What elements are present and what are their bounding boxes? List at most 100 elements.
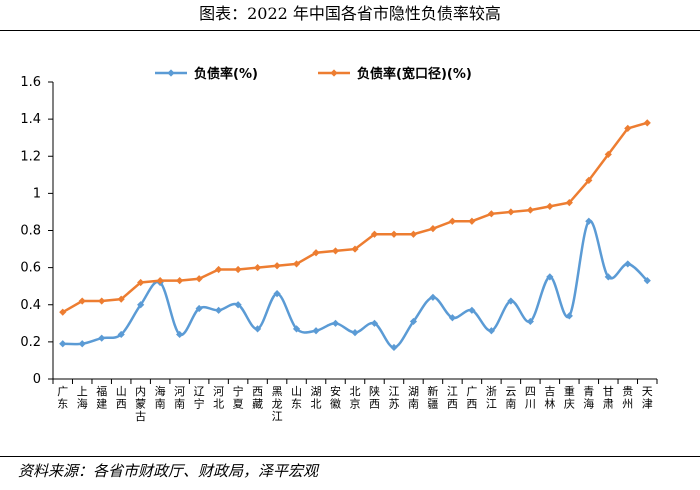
y-tick-label: 0.2 bbox=[20, 335, 41, 350]
x-tick-label: 吉林 bbox=[544, 385, 555, 411]
data-point bbox=[117, 330, 125, 339]
data-point bbox=[117, 295, 125, 303]
data-point bbox=[59, 308, 67, 316]
data-point bbox=[468, 217, 476, 225]
data-point bbox=[312, 249, 320, 257]
x-tick-label: 海南 bbox=[155, 384, 166, 411]
legend-item-2: 负债率(宽口径)(%) bbox=[318, 66, 472, 82]
data-point bbox=[546, 273, 554, 281]
series-line bbox=[62, 219, 649, 349]
y-tick-label: 1.2 bbox=[20, 149, 41, 164]
data-point bbox=[487, 327, 495, 335]
y-tick-label: 0 bbox=[33, 372, 41, 387]
data-point bbox=[526, 206, 534, 214]
x-tick-label: 西藏 bbox=[252, 385, 263, 411]
x-tick-label: 陕西 bbox=[369, 384, 380, 411]
x-tick-label: 山东 bbox=[291, 385, 302, 411]
data-point bbox=[604, 150, 612, 158]
line-chart: 负债率(%) 负债率(宽口径)(%) 0 0.2 0.4 0.6 0.8 1 1.2 1.4 1.… bbox=[20, 66, 658, 423]
x-tick-label: 浙江 bbox=[486, 385, 497, 411]
data-point bbox=[526, 317, 534, 326]
legend-label: 负债率(宽口径)(%) bbox=[357, 66, 472, 82]
chart-title: 图表：2022 年中国各省市隐性负债率较高 bbox=[199, 4, 501, 23]
y-tick-label: 1.6 bbox=[20, 75, 41, 90]
data-point bbox=[448, 217, 457, 225]
data-point bbox=[390, 343, 398, 352]
data-point bbox=[215, 306, 223, 314]
source-note: 资料来源：各省市财政厅、财政局，泽平宏观 bbox=[18, 462, 319, 480]
data-point bbox=[273, 290, 281, 298]
data-point bbox=[604, 273, 612, 281]
data-point bbox=[546, 202, 554, 210]
series-1 bbox=[59, 217, 651, 352]
data-point bbox=[624, 260, 632, 268]
data-point bbox=[331, 247, 340, 255]
data-point bbox=[565, 312, 573, 320]
x-tick-label: 湖南 bbox=[408, 385, 419, 411]
data-point bbox=[390, 230, 398, 238]
data-point bbox=[137, 301, 145, 309]
data-point bbox=[429, 293, 437, 301]
y-tick-label: 1 bbox=[33, 186, 41, 201]
data-point bbox=[195, 304, 203, 313]
data-point bbox=[507, 297, 515, 305]
x-tick-label: 云南 bbox=[505, 385, 516, 411]
data-point bbox=[448, 314, 457, 322]
x-tick-label: 甘肃 bbox=[603, 385, 614, 411]
legend-swatch-marker bbox=[330, 69, 338, 77]
data-point bbox=[253, 264, 262, 272]
data-point bbox=[370, 230, 379, 238]
data-point bbox=[195, 275, 203, 283]
data-point bbox=[176, 330, 184, 339]
x-tick-label: 内蒙古 bbox=[135, 384, 146, 423]
data-point bbox=[370, 319, 379, 327]
y-tick-label: 0.4 bbox=[20, 298, 41, 313]
bottom-rule bbox=[0, 456, 700, 457]
y-tick-label: 0.6 bbox=[20, 261, 41, 276]
x-tick-label: 辽宁 bbox=[194, 385, 205, 411]
series-layer bbox=[59, 119, 651, 352]
data-point bbox=[234, 301, 242, 309]
data-point bbox=[98, 334, 106, 342]
x-tick-label: 上海 bbox=[77, 385, 88, 411]
x-tick-label: 江苏 bbox=[388, 385, 399, 411]
data-point bbox=[468, 306, 476, 314]
x-tick-label: 贵州 bbox=[622, 385, 633, 411]
data-point bbox=[565, 199, 573, 207]
x-tick-label: 天津 bbox=[642, 385, 653, 411]
data-point bbox=[487, 210, 495, 218]
data-point bbox=[312, 327, 320, 335]
data-point bbox=[98, 297, 106, 305]
x-tick-label: 重庆 bbox=[564, 384, 575, 411]
data-point bbox=[59, 340, 67, 348]
data-point bbox=[253, 325, 262, 333]
data-point bbox=[585, 176, 593, 184]
data-point bbox=[624, 124, 632, 133]
data-point bbox=[585, 217, 593, 225]
data-point bbox=[331, 319, 340, 327]
data-point bbox=[409, 230, 418, 238]
legend: 负债率(%) 负债率(宽口径)(%) bbox=[155, 66, 472, 82]
x-tick-label: 河北 bbox=[213, 385, 224, 411]
data-point bbox=[78, 297, 86, 305]
y-tick-label: 1.4 bbox=[20, 112, 41, 127]
top-rule bbox=[0, 30, 700, 31]
x-tick-label: 安徽 bbox=[330, 384, 341, 411]
x-tick-label: 山西 bbox=[116, 385, 127, 411]
data-point bbox=[429, 225, 437, 233]
x-tick-label: 河南 bbox=[174, 385, 185, 411]
data-point bbox=[351, 328, 359, 337]
x-tick-label: 青海 bbox=[583, 385, 594, 411]
series-line bbox=[62, 121, 648, 314]
data-point bbox=[351, 245, 359, 253]
data-point bbox=[176, 277, 184, 285]
x-tick-label: 广西 bbox=[466, 385, 477, 411]
legend-swatch-marker bbox=[167, 69, 175, 77]
data-point bbox=[78, 340, 86, 348]
x-tick-label: 四川 bbox=[525, 385, 536, 411]
x-tick-label: 湖北 bbox=[311, 385, 322, 411]
x-tick-label: 江西 bbox=[447, 385, 458, 411]
x-tick-label: 广东 bbox=[57, 385, 68, 411]
data-point bbox=[643, 119, 651, 127]
x-tick-label: 新疆 bbox=[427, 384, 438, 411]
